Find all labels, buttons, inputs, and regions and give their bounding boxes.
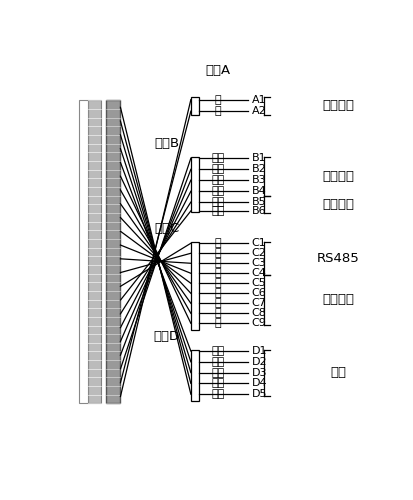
Text: 韦根输出: 韦根输出 <box>322 294 354 306</box>
Text: 线组D: 线组D <box>154 330 180 343</box>
Text: C9: C9 <box>252 318 266 328</box>
Text: C4: C4 <box>252 268 266 278</box>
Text: 线组B: 线组B <box>154 138 179 150</box>
Text: A1: A1 <box>252 94 266 104</box>
Text: 白黄: 白黄 <box>211 357 225 367</box>
Text: 绿: 绿 <box>215 268 221 278</box>
Text: 白红: 白红 <box>211 368 225 378</box>
Text: 黄红: 黄红 <box>211 206 225 216</box>
Text: 灰: 灰 <box>215 308 221 318</box>
Bar <box>191 96 199 114</box>
Text: D5: D5 <box>252 389 267 399</box>
Text: C1: C1 <box>252 238 266 248</box>
Text: 橙: 橙 <box>215 298 221 308</box>
Text: D2: D2 <box>252 357 267 367</box>
Text: 黄蓝: 黄蓝 <box>211 153 225 163</box>
Text: B5: B5 <box>252 197 266 207</box>
Text: 门锁: 门锁 <box>330 366 346 379</box>
Text: 紫: 紫 <box>215 318 221 328</box>
Text: D3: D3 <box>252 368 267 378</box>
Text: 黄棕: 黄棕 <box>211 197 225 207</box>
Text: D4: D4 <box>252 378 267 388</box>
Text: 红: 红 <box>215 94 221 104</box>
Text: 报警输入: 报警输入 <box>322 170 354 183</box>
Text: C3: C3 <box>252 258 266 268</box>
Bar <box>79 100 88 404</box>
Text: 黄紫: 黄紫 <box>211 186 225 196</box>
Text: 棕: 棕 <box>215 288 221 298</box>
Text: C5: C5 <box>252 278 266 288</box>
Text: B6: B6 <box>252 206 266 216</box>
Text: 黄: 黄 <box>215 238 221 248</box>
Bar <box>191 157 199 212</box>
Text: 黑: 黑 <box>215 106 221 116</box>
Text: B4: B4 <box>252 186 266 196</box>
Text: RS485: RS485 <box>317 252 359 265</box>
Text: 蓝: 蓝 <box>215 248 221 258</box>
Bar <box>191 350 199 401</box>
Bar <box>106 100 121 404</box>
Text: 白紫: 白紫 <box>211 346 225 356</box>
Text: 黄橙: 黄橙 <box>211 175 225 185</box>
Text: 线组A: 线组A <box>206 64 230 78</box>
Text: C2: C2 <box>252 248 266 258</box>
Text: C6: C6 <box>252 288 266 298</box>
Text: A2: A2 <box>252 106 266 116</box>
Text: B2: B2 <box>252 164 266 174</box>
Text: 黄灰: 黄灰 <box>211 389 225 399</box>
Text: 黄绿: 黄绿 <box>211 378 225 388</box>
Text: 线组C: 线组C <box>154 222 180 235</box>
Text: 白: 白 <box>215 278 221 288</box>
Text: B3: B3 <box>252 175 266 185</box>
Text: 电源输入: 电源输入 <box>322 99 354 112</box>
Bar <box>191 242 199 330</box>
Bar <box>88 100 101 404</box>
Text: C7: C7 <box>252 298 266 308</box>
Text: C8: C8 <box>252 308 266 318</box>
Text: D1: D1 <box>252 346 267 356</box>
Text: 报警输出: 报警输出 <box>322 198 354 210</box>
Text: 黑: 黑 <box>215 258 221 268</box>
Text: 黄黑: 黄黑 <box>211 164 225 174</box>
Text: B1: B1 <box>252 153 266 163</box>
